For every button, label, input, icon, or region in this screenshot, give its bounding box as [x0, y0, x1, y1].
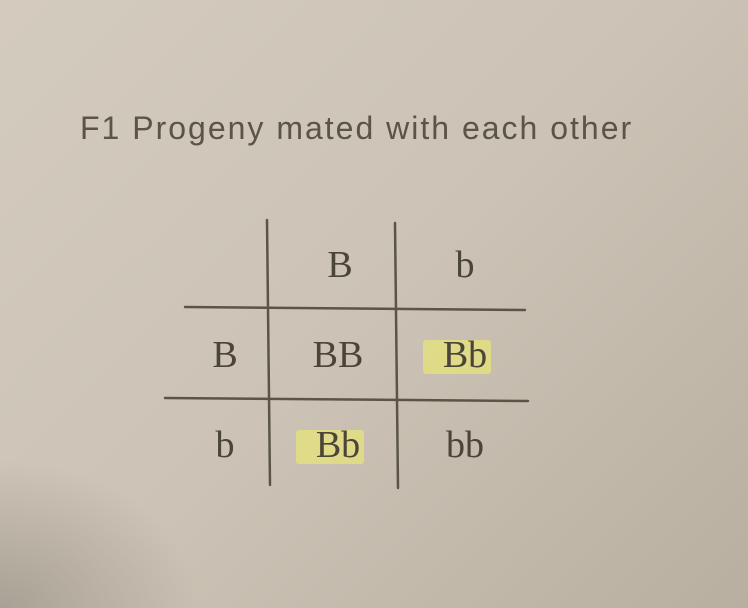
cell-1-1-label: bb — [446, 423, 484, 467]
col-header-1: b — [425, 235, 505, 295]
col-header-1-label: b — [456, 243, 475, 287]
cell-0-1-label: Bb — [443, 333, 487, 377]
punnett-square: B b B BB Bb b Bb bb — [150, 215, 530, 495]
row-header-1: b — [195, 415, 255, 475]
cell-0-0: BB — [288, 325, 388, 385]
col-header-0: B — [300, 235, 380, 295]
row-header-1-label: b — [216, 423, 235, 467]
page-title: F1 Progeny mated with each other — [80, 110, 633, 147]
col-header-0-label: B — [327, 243, 352, 287]
cell-0-0-label: BB — [313, 333, 364, 377]
cell-1-0-label: Bb — [316, 423, 360, 467]
row-header-0: B — [195, 325, 255, 385]
cell-1-0: Bb — [288, 415, 388, 475]
row-header-0-label: B — [212, 333, 237, 377]
cell-1-1: bb — [415, 415, 515, 475]
cell-0-1: Bb — [415, 325, 515, 385]
